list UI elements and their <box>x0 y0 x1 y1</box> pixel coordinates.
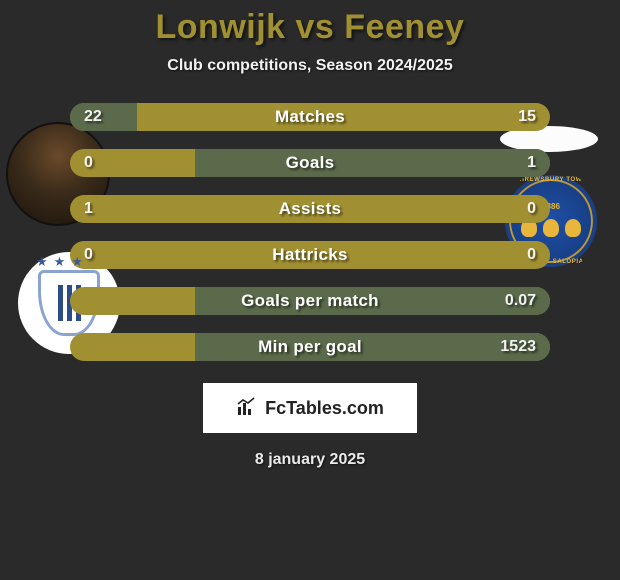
bar-label: Min per goal <box>258 337 362 357</box>
bar-val-right: 0.07 <box>505 292 536 310</box>
footer-badge[interactable]: FcTables.com <box>203 383 417 433</box>
crest-left-stars: ★ ★ ★ <box>36 254 83 270</box>
bar-val-right: 0 <box>527 246 536 264</box>
star-icon: ★ <box>36 254 48 270</box>
bar-val-left: 0 <box>84 154 93 172</box>
page-title: Lonwijk vs Feeney <box>0 8 620 47</box>
fctables-logo: FcTables.com <box>236 397 384 419</box>
footer-date: 8 january 2025 <box>0 451 620 469</box>
page-subtitle: Club competitions, Season 2024/2025 <box>0 57 620 75</box>
star-icon: ★ <box>71 254 83 270</box>
crest-right-top-text: SHREWSBURY TOWN <box>500 177 602 183</box>
stat-bar-goals-per-match: Goals per match 0.07 <box>70 287 550 315</box>
bar-val-right: 1 <box>527 154 536 172</box>
star-icon: ★ <box>54 254 66 270</box>
stat-bar-min-per-goal: Min per goal 1523 <box>70 333 550 361</box>
bar-val-left: 0 <box>84 246 93 264</box>
bar-val-right: 0 <box>527 200 536 218</box>
stat-bar-hattricks: 0 Hattricks 0 <box>70 241 550 269</box>
bar-val-right: 15 <box>518 108 536 126</box>
bar-val-left: 1 <box>84 200 93 218</box>
bar-right-fill <box>195 149 550 177</box>
chart-icon <box>236 397 258 417</box>
bar-left-fill <box>70 103 137 131</box>
stat-bar-goals: 0 Goals 1 <box>70 149 550 177</box>
stat-bar-assists: 1 Assists 0 <box>70 195 550 223</box>
footer-label: FcTables.com <box>265 398 384 418</box>
bar-right-fill <box>195 333 550 361</box>
bar-label: Goals <box>286 153 335 173</box>
bar-label: Matches <box>275 107 345 127</box>
bar-val-right: 1523 <box>500 338 536 356</box>
bar-label: Hattricks <box>272 245 347 265</box>
bar-val-left: 22 <box>84 108 102 126</box>
stat-bar-matches: 22 Matches 15 <box>70 103 550 131</box>
stat-bars: 22 Matches 15 0 Goals 1 1 Assists 0 0 Ha… <box>70 103 550 361</box>
bar-label: Assists <box>279 199 342 219</box>
comparison-card: Lonwijk vs Feeney Club competitions, Sea… <box>0 0 620 580</box>
bar-label: Goals per match <box>241 291 379 311</box>
